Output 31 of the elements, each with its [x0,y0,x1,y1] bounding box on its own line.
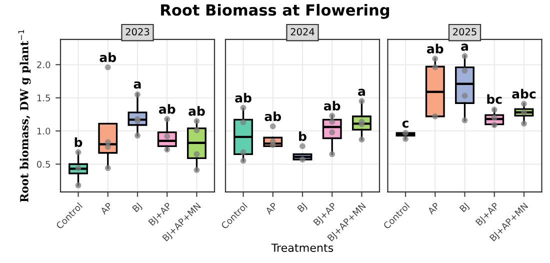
annotation: ab [158,104,176,114]
x-tick-label: BJ [459,202,470,214]
chart-subtitle: 2023 [126,28,150,36]
y-tick-label: 0.5 [37,160,50,168]
annotation: ab [264,111,282,122]
chart-subtitle: 2024 [290,28,314,36]
annotation: a [461,44,468,51]
annotation: ab [324,100,340,111]
y-tick-label: 1.0 [37,128,50,135]
y-axis-title: Root biomass, DW g plant$^{−1}$ [18,30,31,202]
x-tick-label: AP [100,202,113,215]
y-tick-label: 1.5 [37,94,50,102]
annotation: b [299,131,306,142]
annotation: ab [100,52,116,62]
annotation: ab [426,44,444,54]
y-tick-label: 2.0 [37,61,50,68]
annotation: a [358,88,365,96]
annotation: ab [188,106,205,116]
x-tick-label: BJ [132,202,143,214]
x-tick-label: AP [427,202,440,215]
x-axis-title: Treatments [271,244,334,252]
annotation: bc [487,94,502,104]
annotation: a [134,81,141,89]
annotation: c [402,120,408,128]
annotation: b [74,137,82,147]
chart-subtitle: 2025 [453,28,476,36]
annotation: ab [235,92,252,103]
annotation: abc [512,88,536,99]
text: Root Biomass at Flowering [161,4,390,19]
x-tick-label: BJ [297,202,308,214]
x-tick-label: AP [264,202,278,215]
